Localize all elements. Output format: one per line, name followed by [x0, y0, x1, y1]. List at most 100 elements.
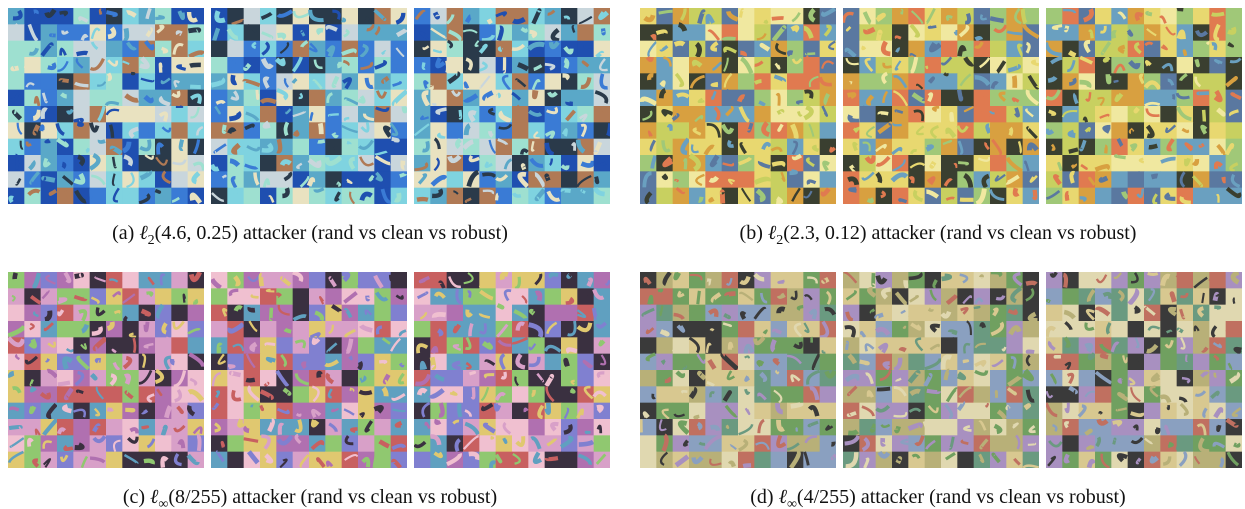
image-tile	[656, 305, 673, 322]
image-tile	[1193, 419, 1210, 436]
image-stroke	[579, 442, 593, 445]
image-stroke	[831, 442, 833, 445]
image-tile	[1062, 24, 1079, 41]
image-stroke	[994, 48, 998, 50]
image-stroke	[1148, 273, 1158, 274]
image-tile	[244, 41, 261, 58]
image-tile	[8, 122, 25, 139]
visualization-image	[414, 272, 610, 468]
visualization-image	[640, 272, 836, 468]
image-stroke	[145, 113, 150, 116]
image-tile	[1062, 354, 1079, 371]
image-stroke	[659, 11, 673, 13]
image-tile	[1144, 386, 1161, 403]
image-tile	[57, 106, 74, 123]
image-tile	[512, 155, 529, 172]
image-tile	[1095, 139, 1112, 156]
image-tile	[211, 90, 228, 107]
image-stroke	[1131, 413, 1143, 415]
image-tile	[892, 305, 909, 322]
image-stroke	[567, 102, 572, 104]
norm-symbol: ℓ	[768, 222, 776, 244]
image-tile	[1209, 57, 1226, 74]
image-stroke	[1071, 300, 1077, 302]
image-stroke	[860, 361, 868, 363]
image-stroke	[990, 18, 1004, 21]
image-tile	[1023, 41, 1039, 58]
image-tile	[1226, 354, 1242, 371]
image-tile	[211, 386, 228, 403]
image-stroke	[1223, 177, 1225, 181]
image-stroke	[374, 457, 376, 468]
image-tile	[1193, 403, 1210, 420]
image-tile	[722, 419, 739, 436]
image-stroke	[513, 19, 524, 22]
image-stroke	[562, 165, 568, 168]
image-tile	[342, 171, 359, 188]
image-tile	[1177, 305, 1194, 322]
image-stroke	[1098, 9, 1100, 13]
image-stroke	[571, 390, 574, 392]
image-stroke	[1214, 307, 1219, 308]
image-tile	[90, 188, 107, 204]
image-tile	[496, 155, 513, 172]
image-stroke	[854, 144, 857, 151]
image-stroke	[1234, 444, 1238, 446]
image-tile	[1079, 370, 1096, 387]
image-tile	[479, 122, 496, 139]
image-tile	[577, 90, 594, 107]
image-stroke	[10, 198, 13, 203]
caption-label: (a)	[112, 222, 134, 244]
image-stroke	[489, 19, 491, 23]
image-stroke	[417, 199, 428, 200]
image-stroke	[594, 308, 596, 318]
image-stroke	[1196, 59, 1198, 65]
caption-label: (d)	[750, 486, 773, 508]
caption-text: attacker (rand vs clean vs robust)	[232, 486, 497, 508]
image-stroke	[934, 460, 937, 467]
image-tile	[106, 122, 123, 139]
image-stroke	[1090, 354, 1094, 358]
image-tile	[447, 188, 464, 204]
image-tile	[925, 435, 942, 452]
image-tile	[1062, 73, 1079, 90]
norm-symbol: ℓ	[139, 222, 147, 244]
image-tile	[892, 41, 909, 58]
image-stroke	[261, 100, 276, 102]
image-tile	[171, 419, 188, 436]
image-tile	[1111, 171, 1128, 188]
image-tile	[771, 452, 788, 468]
image-stroke	[1136, 108, 1138, 111]
image-tile	[90, 370, 107, 387]
image-stroke	[677, 94, 689, 96]
image-tile	[24, 370, 41, 387]
image-tile	[41, 354, 58, 371]
image-stroke	[709, 279, 710, 284]
image-tile	[122, 57, 139, 74]
image-stroke	[685, 441, 688, 445]
image-stroke	[547, 176, 549, 181]
image-tile	[227, 452, 244, 468]
image-tile	[73, 386, 90, 403]
image-stroke	[175, 314, 177, 319]
image-stroke	[926, 66, 927, 68]
image-stroke	[1157, 428, 1158, 432]
image-tile	[673, 57, 690, 74]
image-tile	[722, 288, 739, 305]
image-tile	[925, 73, 942, 90]
image-tile	[689, 122, 706, 139]
image-tile	[561, 386, 578, 403]
image-stroke	[347, 142, 350, 144]
image-tile	[689, 188, 706, 204]
image-tile	[391, 354, 407, 371]
image-tile	[496, 435, 513, 452]
image-stroke	[1010, 128, 1011, 135]
image-tile	[738, 386, 755, 403]
image-stroke	[125, 317, 127, 321]
image-tile	[1006, 435, 1023, 452]
image-stroke	[755, 81, 762, 83]
figure: (a) ℓ2(4.6, 0.25) attacker (rand vs clea…	[0, 0, 1245, 509]
image-stroke	[250, 307, 255, 310]
image-tile	[1062, 155, 1079, 172]
image-tile	[640, 386, 657, 403]
